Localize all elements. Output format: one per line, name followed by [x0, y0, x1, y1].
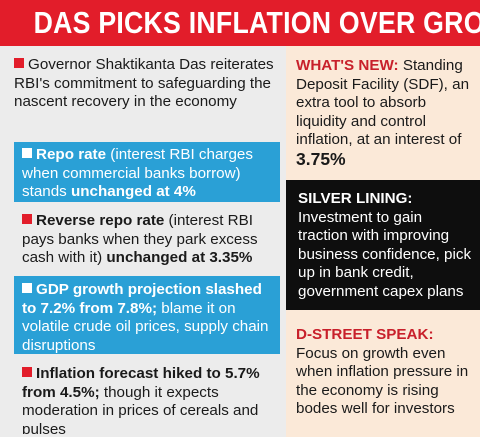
item-reverse-repo-rate: Reverse repo rate (interest RBI pays ban… — [14, 210, 280, 270]
d-street-heading: D-STREET SPEAK: — [296, 326, 434, 343]
item-repo-rate: Repo rate (interest RBI charges when com… — [14, 142, 280, 202]
item-text: (interest RBI pays banks when they park … — [22, 212, 258, 266]
item-governor-statement: Governor Shaktikanta Das reiterates RBI'… — [14, 56, 280, 136]
item-bold-lead: Reverse repo rate — [36, 212, 165, 229]
item-bold-tail: unchanged at 3.35% — [106, 249, 253, 266]
headline-banner: DAS PICKS INFLATION OVER GROWTH — [0, 0, 480, 46]
item-gdp-growth: GDP growth projection slashed to 7.2% fr… — [14, 276, 280, 354]
whats-new-box: WHAT'S NEW: Standing Deposit Facility (S… — [292, 56, 474, 174]
item-text: (interest RBI charges when commercial ba… — [22, 146, 253, 200]
whats-new-text: Standing Deposit Facility (SDF), an extr… — [296, 57, 470, 148]
headline-title: DAS PICKS INFLATION OVER GROWTH — [33, 5, 480, 40]
bullet-square-icon — [22, 367, 32, 377]
item-text: blame it on volatile crude oil prices, s… — [22, 299, 269, 354]
bullet-square-icon — [22, 283, 32, 293]
silver-lining-heading: SILVER LINING: — [298, 190, 413, 207]
item-bold-lead: GDP growth projection slashed to 7.2% fr… — [22, 281, 262, 317]
d-street-speak-box: D-STREET SPEAK: Focus on growth even whe… — [292, 322, 474, 432]
item-inflation-forecast: Inflation forecast hiked to 5.7% from 4.… — [14, 362, 280, 434]
item-text: though it expects moderation in prices o… — [22, 383, 259, 435]
sdf-rate-highlight: 3.75% — [296, 148, 346, 169]
item-bold-lead: Inflation forecast hiked to 5.7% from 4.… — [22, 365, 260, 401]
bullet-square-icon — [22, 148, 32, 158]
item-bold-tail: unchanged at 4% — [70, 183, 196, 200]
silver-lining-text: Investment to gain traction with improvi… — [298, 208, 472, 300]
bullet-square-icon — [14, 58, 24, 68]
whats-new-heading: WHAT'S NEW: — [296, 57, 399, 74]
silver-lining-box: SILVER LINING: Investment to gain tracti… — [286, 180, 480, 310]
item-bold-lead: Repo rate — [36, 146, 107, 163]
d-street-text: Focus on growth even when inflation pres… — [296, 344, 469, 418]
bullet-square-icon — [22, 214, 32, 224]
item-text: Governor Shaktikanta Das reiterates RBI'… — [14, 56, 274, 110]
